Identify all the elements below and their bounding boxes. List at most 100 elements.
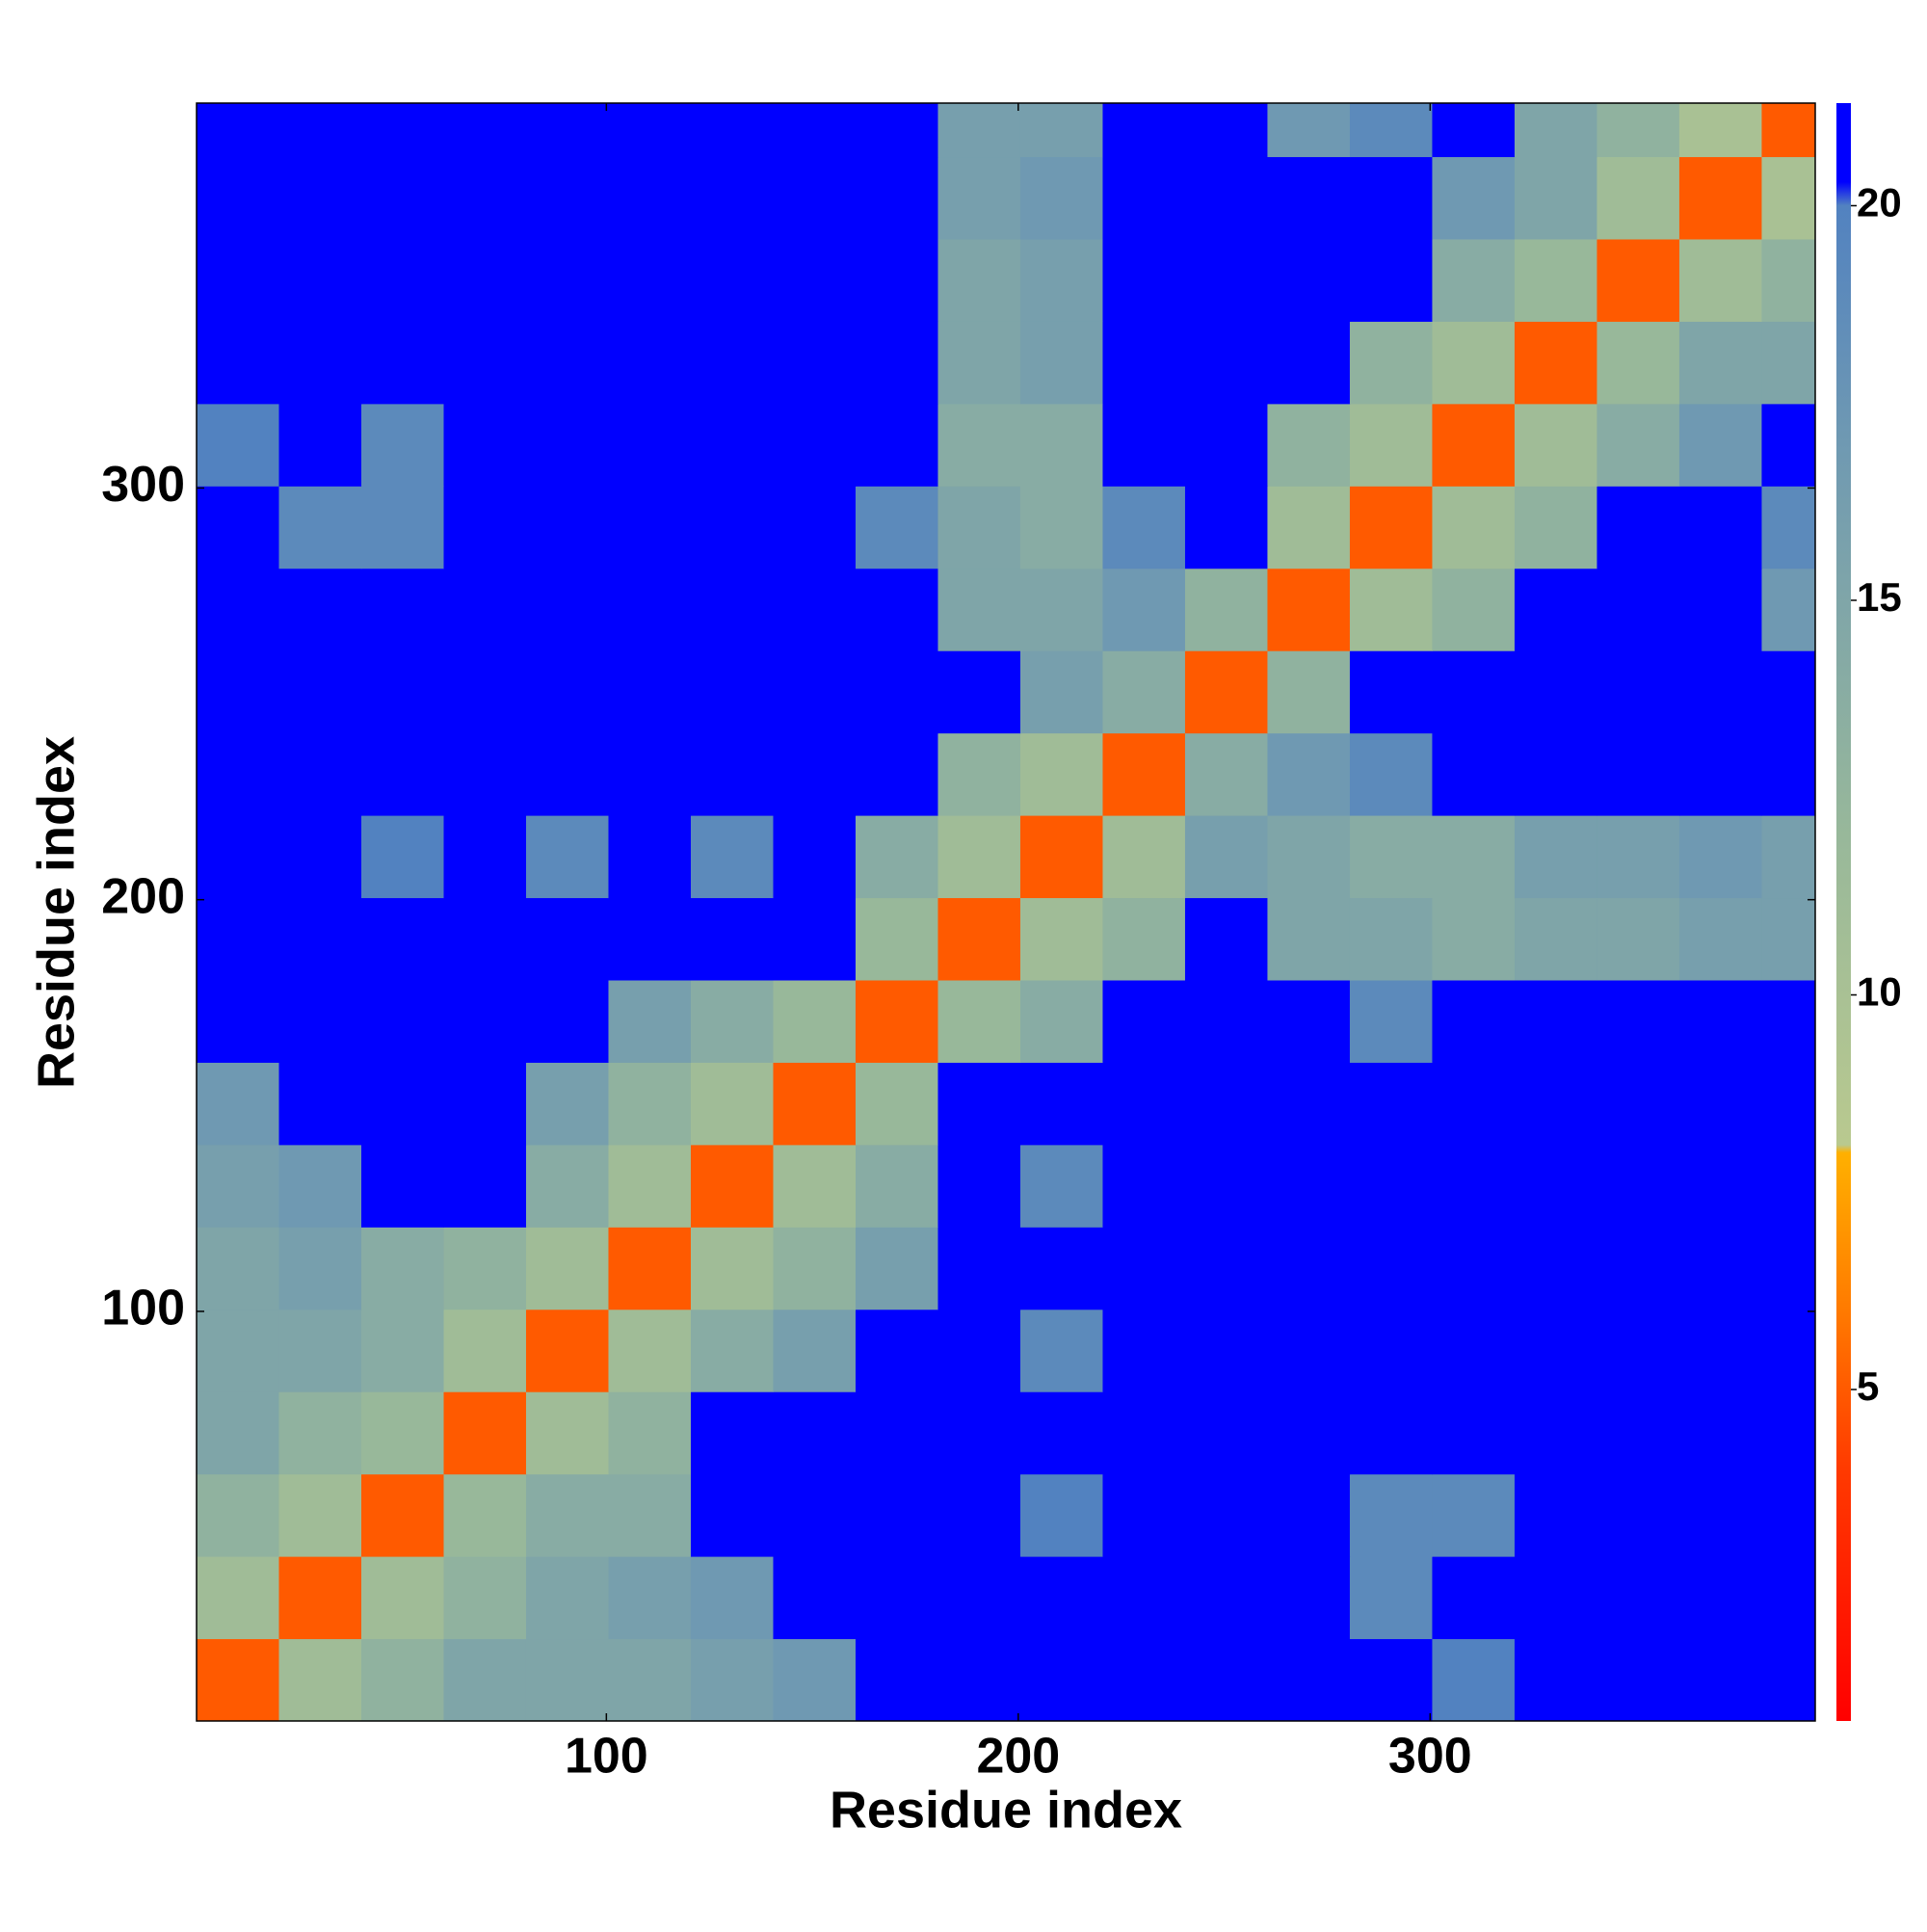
heatmap-cell bbox=[1184, 156, 1268, 240]
heatmap-cell bbox=[608, 1309, 692, 1392]
heatmap-cell bbox=[1761, 486, 1816, 569]
heatmap-cell bbox=[1267, 1144, 1351, 1228]
y-axis-label: Residue index bbox=[27, 736, 85, 1089]
heatmap-cell bbox=[360, 403, 444, 487]
heatmap-cell bbox=[525, 1556, 609, 1640]
heatmap-cell bbox=[690, 103, 774, 158]
heatmap-cell bbox=[1102, 650, 1186, 734]
heatmap-cell bbox=[525, 1473, 609, 1557]
heatmap-cell bbox=[1761, 732, 1816, 816]
heatmap-cell bbox=[937, 1309, 1021, 1392]
heatmap-cell bbox=[937, 403, 1021, 487]
heatmap-cell bbox=[1597, 732, 1680, 816]
heatmap-cell bbox=[1514, 1227, 1597, 1310]
heatmap-cell bbox=[855, 815, 938, 899]
heatmap-cell bbox=[937, 732, 1021, 816]
heatmap-cell bbox=[278, 1638, 362, 1722]
heatmap-cell bbox=[690, 650, 774, 734]
heatmap-cell bbox=[278, 650, 362, 734]
heatmap-cell bbox=[1514, 1144, 1597, 1228]
heatmap-cell bbox=[525, 103, 609, 158]
heatmap-cell bbox=[1761, 1227, 1816, 1310]
heatmap-cell bbox=[773, 568, 857, 651]
heatmap-cell bbox=[1432, 568, 1516, 651]
heatmap-cell bbox=[1432, 1062, 1516, 1146]
heatmap-cell bbox=[1597, 1227, 1680, 1310]
heatmap-cell bbox=[1102, 403, 1186, 487]
heatmap-cell bbox=[773, 238, 857, 322]
heatmap-cell bbox=[525, 1309, 609, 1392]
heatmap-cell bbox=[608, 156, 692, 240]
heatmap-cell bbox=[690, 1638, 774, 1722]
heatmap-cell bbox=[1102, 103, 1186, 158]
heatmap-cell bbox=[1102, 979, 1186, 1063]
heatmap-cell bbox=[1678, 1473, 1762, 1557]
heatmap-cell bbox=[1597, 238, 1680, 322]
heatmap-cell bbox=[1349, 1556, 1433, 1640]
heatmap-cell bbox=[360, 1556, 444, 1640]
heatmap-cell bbox=[855, 1391, 938, 1475]
heatmap-cell bbox=[443, 897, 527, 981]
colorbar-tick-label: 10 bbox=[1857, 969, 1902, 1015]
heatmap-cell bbox=[1184, 1391, 1268, 1475]
heatmap-cell bbox=[443, 1473, 527, 1557]
heatmap-cell bbox=[855, 979, 938, 1063]
heatmap-cell bbox=[1597, 1556, 1680, 1640]
heatmap-cell bbox=[197, 1227, 279, 1310]
heatmap-cell bbox=[1597, 321, 1680, 405]
heatmap-cell bbox=[1349, 979, 1433, 1063]
heatmap-cell bbox=[1019, 1638, 1103, 1722]
heatmap-cell bbox=[1514, 568, 1597, 651]
heatmap-cell bbox=[1678, 486, 1762, 569]
heatmap-cell bbox=[855, 103, 938, 158]
heatmap-cell bbox=[608, 897, 692, 981]
heatmap-cell bbox=[443, 1556, 527, 1640]
heatmap-cell bbox=[1102, 815, 1186, 899]
heatmap-cell bbox=[360, 1391, 444, 1475]
heatmap-cell bbox=[1267, 1391, 1351, 1475]
heatmap-cell bbox=[1267, 1556, 1351, 1640]
heatmap-cell bbox=[1514, 103, 1597, 158]
heatmap-cell bbox=[1432, 156, 1516, 240]
heatmap-cell bbox=[690, 979, 774, 1063]
heatmap-cell bbox=[1267, 1227, 1351, 1310]
heatmap-cell bbox=[1267, 156, 1351, 240]
heatmap-cell bbox=[1349, 1473, 1433, 1557]
heatmap-cell bbox=[1102, 1391, 1186, 1475]
heatmap-cell bbox=[1761, 103, 1816, 158]
x-axis-label: Residue index bbox=[830, 1781, 1182, 1839]
heatmap-cell bbox=[1102, 156, 1186, 240]
heatmap-cell bbox=[1184, 486, 1268, 569]
heatmap-cell bbox=[197, 1144, 279, 1228]
heatmap-cell bbox=[1019, 403, 1103, 487]
heatmap-cell bbox=[690, 1062, 774, 1146]
heatmap-cell bbox=[1761, 1556, 1816, 1640]
heatmap-cell bbox=[1597, 568, 1680, 651]
heatmap-cell bbox=[855, 238, 938, 322]
heatmap-cell bbox=[1597, 650, 1680, 734]
heatmap-cell bbox=[1349, 568, 1433, 651]
heatmap-cell bbox=[855, 403, 938, 487]
heatmap-cell bbox=[608, 1556, 692, 1640]
heatmap-cell bbox=[1102, 1638, 1186, 1722]
heatmap-cell bbox=[1019, 568, 1103, 651]
heatmap-cell bbox=[1349, 1062, 1433, 1146]
heatmap-cell bbox=[1432, 979, 1516, 1063]
heatmap-cell bbox=[1432, 1391, 1516, 1475]
heatmap-cell bbox=[608, 321, 692, 405]
heatmap-cell bbox=[1678, 103, 1762, 158]
heatmap-cell bbox=[937, 1144, 1021, 1228]
heatmap-cell bbox=[773, 897, 857, 981]
heatmap-cell bbox=[1019, 1062, 1103, 1146]
heatmap-cell bbox=[1102, 568, 1186, 651]
heatmap-cell bbox=[855, 1473, 938, 1557]
heatmap-cell bbox=[197, 403, 279, 487]
heatmap-cell bbox=[1597, 1144, 1680, 1228]
heatmap-cell bbox=[1184, 1556, 1268, 1640]
heatmap-cell bbox=[937, 103, 1021, 158]
heatmap-cell bbox=[1514, 897, 1597, 981]
heatmap-cell bbox=[197, 815, 279, 899]
heatmap-cell bbox=[1184, 1309, 1268, 1392]
heatmap-cell bbox=[1349, 1309, 1433, 1392]
heatmap-cell bbox=[278, 1144, 362, 1228]
